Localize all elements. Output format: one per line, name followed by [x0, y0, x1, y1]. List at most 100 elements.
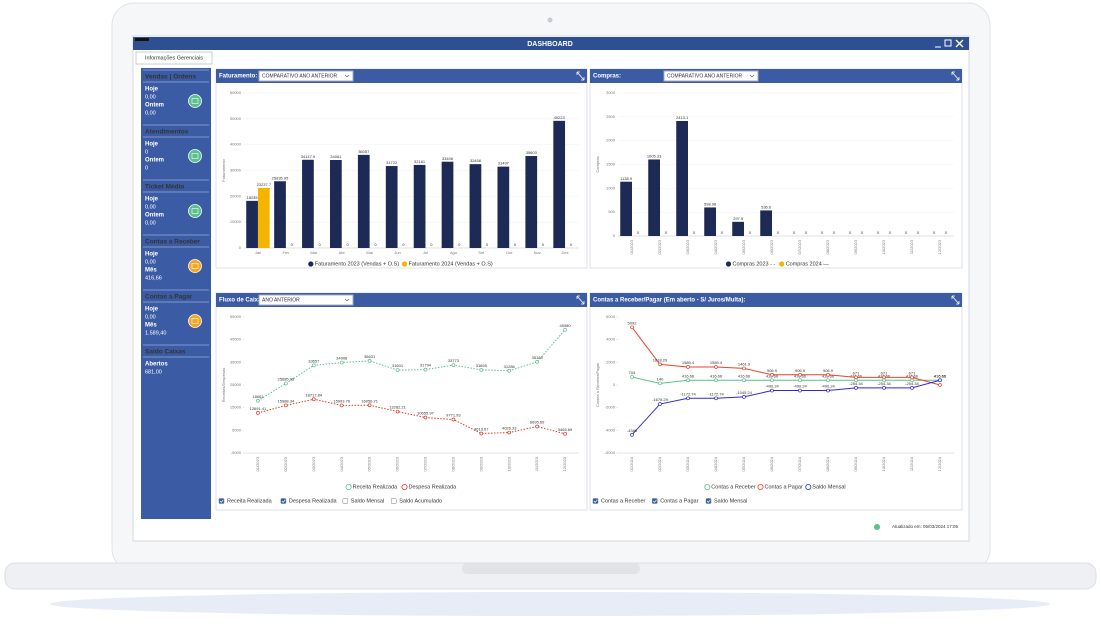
bar-value-label: 0 [849, 230, 852, 235]
expand-icon[interactable] [576, 71, 585, 81]
point [256, 411, 260, 415]
bar [441, 161, 454, 248]
checkbox-check[interactable] [652, 499, 657, 503]
dropdown-value[interactable]: COMPARATIVO ANO ANTERIOR [262, 73, 337, 79]
bar-value-label: 34061 [330, 154, 342, 159]
x-tick-label: 07/2023 [423, 456, 428, 471]
panel-frame [215, 292, 588, 511]
point-value-label: -254.34 [849, 381, 863, 386]
point-value-label: 13282.21 [389, 405, 406, 410]
y-tick-label: 30000 [230, 168, 242, 173]
checkbox-label[interactable]: Saldo Acumulado [399, 498, 442, 504]
checkbox[interactable] [280, 498, 287, 504]
dropdown[interactable] [663, 70, 759, 82]
y-tick-label: -4000 [605, 427, 616, 432]
y-tick-label: 0 [239, 245, 242, 250]
card-label: Abertos [145, 362, 168, 368]
checkbox-check[interactable] [219, 499, 224, 503]
legend-marker [345, 483, 352, 490]
dropdown[interactable] [258, 294, 354, 306]
checkbox[interactable] [651, 498, 658, 504]
point [311, 397, 316, 402]
point [770, 388, 774, 393]
tab-label[interactable]: Informações Gerenciais [145, 55, 203, 61]
legend-label: Receita Realizada [353, 484, 399, 490]
checkbox-label[interactable]: Contas a Receber [601, 498, 645, 504]
panel-header [590, 293, 962, 307]
tab[interactable] [135, 51, 213, 65]
point [563, 327, 567, 332]
x-tick-label: 06/2023 [395, 456, 400, 471]
bar-value-label: 32161 [414, 159, 426, 164]
point [770, 372, 774, 377]
card-value: 0,00 [145, 94, 156, 100]
y-tick-label: -6000 [605, 450, 616, 455]
x-tick-label: Jul [423, 250, 428, 255]
checkbox[interactable] [592, 498, 599, 504]
checkbox-label[interactable]: Saldo Mensal [351, 498, 384, 504]
y-tick-label: -2000 [605, 405, 616, 410]
x-tick-label: 06/2023 [769, 239, 774, 254]
bar-value-label: 49223 [554, 115, 566, 120]
dropdown-value[interactable]: ANO ANTERIOR [262, 297, 300, 303]
maximize[interactable] [944, 39, 952, 47]
expand-icon[interactable] [951, 295, 960, 305]
checkbox-check[interactable] [593, 499, 598, 503]
point-value-label: 6695.69 [530, 420, 545, 425]
point [284, 381, 288, 386]
window-buttons[interactable] [935, 39, 964, 48]
x-tick-label: Jun [394, 250, 400, 255]
card-title: Saldo Caixas [145, 349, 186, 356]
y-tick-label: 15000 [230, 405, 242, 410]
bar-value-label: 0 [637, 230, 640, 235]
series-line [631, 379, 941, 436]
checkbox-check[interactable] [706, 499, 711, 503]
card-icon [188, 94, 202, 108]
point-value-label: 49380 [559, 323, 571, 328]
x-tick-label: Ago [450, 250, 458, 255]
x-tick-label: 09/2023 [478, 456, 483, 471]
dropdown-arrow [344, 74, 350, 78]
dropdown-value[interactable]: COMPARATIVO ANO ANTERIOR [667, 73, 742, 79]
checkbox[interactable] [390, 498, 397, 504]
checkbox-label[interactable]: Receita Realizada [227, 498, 273, 504]
checkbox[interactable] [705, 498, 712, 504]
bar-value-label: 0 [793, 230, 796, 235]
dropdown[interactable] [258, 70, 354, 82]
point-value-label: -490.24 [793, 384, 807, 389]
window-title: DASHBOARD [527, 41, 573, 48]
point-value-label: 416.66 [934, 373, 947, 378]
point [826, 372, 830, 377]
x-tick-label: 05/2023 [741, 239, 746, 254]
x-tick-label: 02/2023 [283, 456, 288, 471]
bar-value-label: 0 [542, 242, 545, 247]
expand-icon[interactable] [951, 71, 960, 81]
point-value-label: 35189 [532, 355, 544, 360]
sidebar [141, 68, 211, 519]
x-tick-label: Mai [366, 250, 373, 255]
point [339, 403, 344, 408]
updated-at: Atualizado em: 05/03/2024 17:05 [892, 524, 959, 529]
checkbox[interactable] [218, 498, 225, 504]
checkbox-label[interactable]: Contas a Pagar [660, 498, 698, 504]
card-value: 416,66 [145, 275, 162, 281]
card-value: 0,00 [145, 110, 156, 116]
bar-value-label: 36057 [358, 149, 370, 154]
point [770, 378, 774, 383]
checkbox-label[interactable]: Saldo Mensal [714, 498, 747, 504]
expand-icon[interactable] [576, 295, 585, 305]
point [507, 430, 512, 435]
point [311, 363, 316, 368]
bar-value-label: 31497 [498, 161, 510, 166]
card-label: Hoje [145, 142, 159, 148]
y-tick-label: 0 [613, 382, 616, 387]
y-tick-label: 500 [608, 209, 615, 214]
camera [547, 17, 553, 23]
checkbox-label[interactable]: Despesa Realizada [289, 498, 338, 504]
bar-value-label: 1138.9 [620, 176, 633, 181]
close[interactable] [955, 39, 964, 48]
point [423, 367, 428, 372]
checkbox[interactable] [342, 498, 349, 504]
point [938, 378, 942, 383]
checkbox-check[interactable] [281, 499, 286, 503]
